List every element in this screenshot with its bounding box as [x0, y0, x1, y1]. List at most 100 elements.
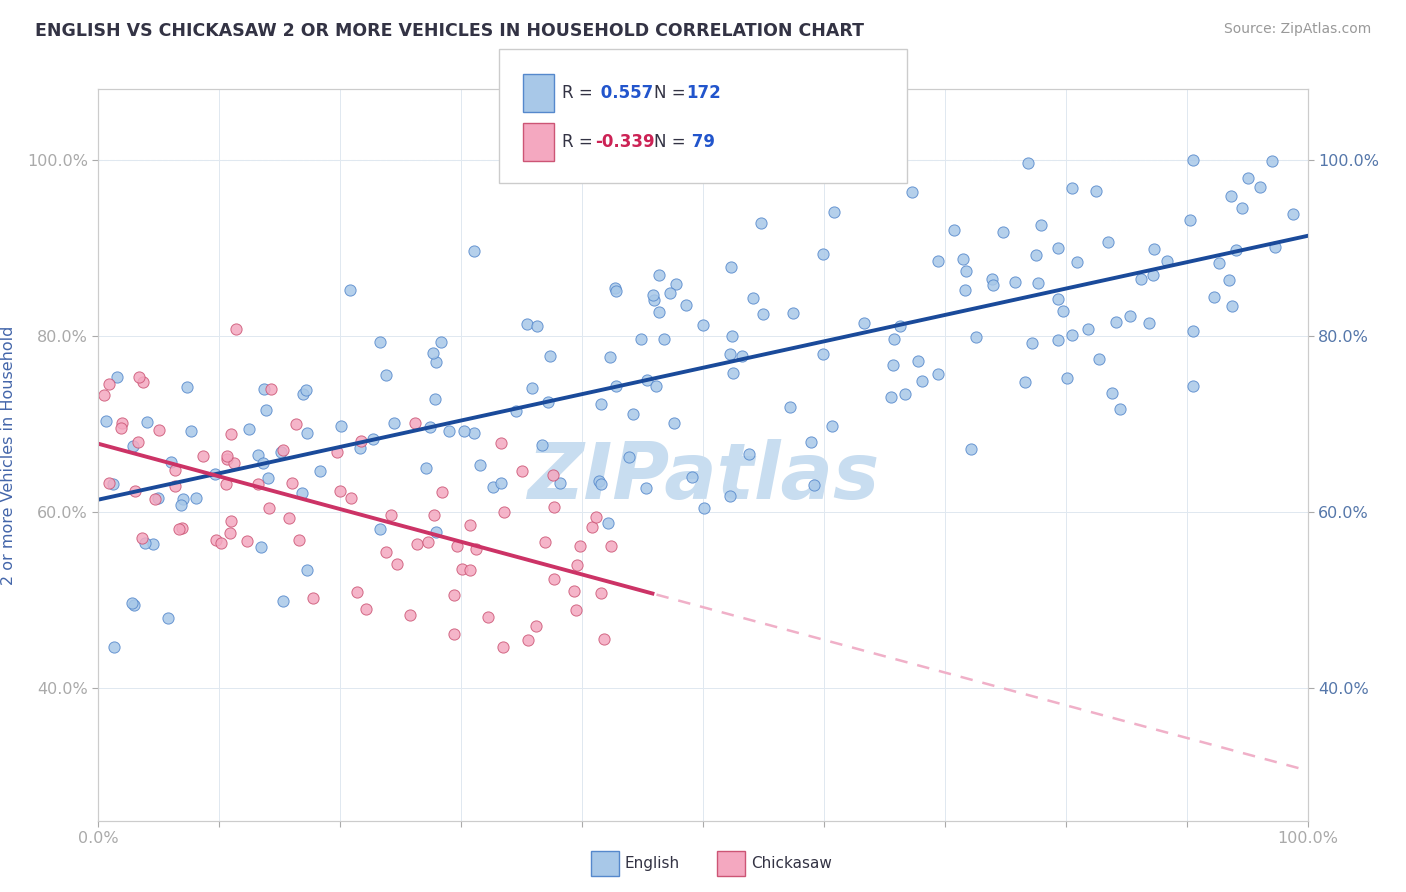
Point	[1052, 303, 1074, 318]
Point	[385, 557, 408, 571]
Point	[93, 388, 115, 402]
Point	[460, 517, 482, 532]
Text: Chickasaw: Chickasaw	[751, 856, 832, 871]
Point	[172, 492, 194, 507]
Point	[585, 510, 607, 524]
Point	[176, 380, 198, 394]
Point	[1137, 316, 1160, 330]
Point	[720, 489, 742, 503]
Point	[603, 281, 626, 295]
Point	[101, 477, 124, 491]
Point	[443, 626, 465, 640]
Point	[477, 609, 499, 624]
Point	[1060, 328, 1083, 343]
Text: N =: N =	[654, 84, 690, 102]
Point	[399, 607, 422, 622]
Point	[588, 475, 610, 489]
Point	[1085, 185, 1108, 199]
Point	[738, 447, 761, 461]
Point	[1156, 254, 1178, 268]
Point	[160, 455, 183, 469]
Point	[309, 464, 332, 478]
Point	[225, 322, 247, 336]
Point	[260, 382, 283, 396]
Point	[883, 332, 905, 346]
Point	[636, 373, 658, 387]
Point	[779, 400, 801, 414]
Point	[146, 491, 169, 505]
Point	[167, 522, 190, 536]
Point	[643, 293, 665, 307]
Point	[1021, 335, 1043, 350]
Text: Source: ZipAtlas.com: Source: ZipAtlas.com	[1223, 22, 1371, 37]
Point	[1004, 275, 1026, 289]
Point	[1119, 310, 1142, 324]
Point	[425, 355, 447, 369]
Point	[430, 334, 453, 349]
Point	[250, 540, 273, 554]
Point	[581, 520, 603, 534]
Point	[681, 469, 703, 483]
Point	[882, 358, 904, 372]
Point	[165, 479, 187, 493]
Point	[163, 463, 186, 477]
Point	[215, 452, 238, 467]
Point	[1047, 292, 1070, 306]
Point	[749, 216, 772, 230]
Point	[1225, 244, 1247, 258]
Point	[291, 387, 314, 401]
Point	[288, 533, 311, 548]
Point	[326, 445, 349, 459]
Point	[374, 368, 396, 382]
Point	[596, 516, 619, 530]
Point	[254, 403, 277, 417]
Point	[526, 319, 548, 334]
Point	[148, 424, 170, 438]
Point	[1076, 322, 1098, 336]
Point	[464, 541, 486, 556]
Point	[1017, 156, 1039, 170]
Point	[423, 508, 446, 522]
Point	[565, 603, 588, 617]
Point	[720, 260, 742, 274]
Point	[1088, 351, 1111, 366]
Point	[350, 434, 373, 448]
Point	[569, 539, 592, 553]
Point	[543, 500, 565, 514]
Point	[418, 534, 440, 549]
Point	[654, 332, 676, 346]
Point	[634, 481, 657, 495]
Point	[980, 272, 1002, 286]
Point	[1026, 276, 1049, 290]
Point	[1097, 235, 1119, 249]
Text: R =: R =	[562, 133, 599, 151]
Point	[1261, 154, 1284, 169]
Point	[257, 471, 280, 485]
Point	[534, 534, 557, 549]
Point	[295, 563, 318, 577]
Point	[907, 354, 929, 368]
Point	[1046, 333, 1069, 347]
Point	[470, 458, 492, 473]
Point	[492, 640, 515, 654]
Point	[253, 382, 276, 396]
Point	[543, 573, 565, 587]
Point	[132, 375, 155, 389]
Point	[621, 407, 644, 421]
Point	[741, 291, 763, 305]
Point	[510, 465, 533, 479]
Point	[450, 562, 472, 576]
Point	[605, 378, 627, 392]
Point	[127, 434, 149, 449]
Point	[1208, 256, 1230, 270]
Point	[380, 508, 402, 522]
Point	[204, 467, 226, 482]
Point	[1105, 315, 1128, 329]
Point	[1029, 219, 1052, 233]
Point	[538, 349, 561, 363]
Point	[169, 499, 191, 513]
Point	[142, 537, 165, 551]
Point	[1181, 379, 1204, 393]
Point	[111, 416, 134, 430]
Point	[1047, 241, 1070, 255]
